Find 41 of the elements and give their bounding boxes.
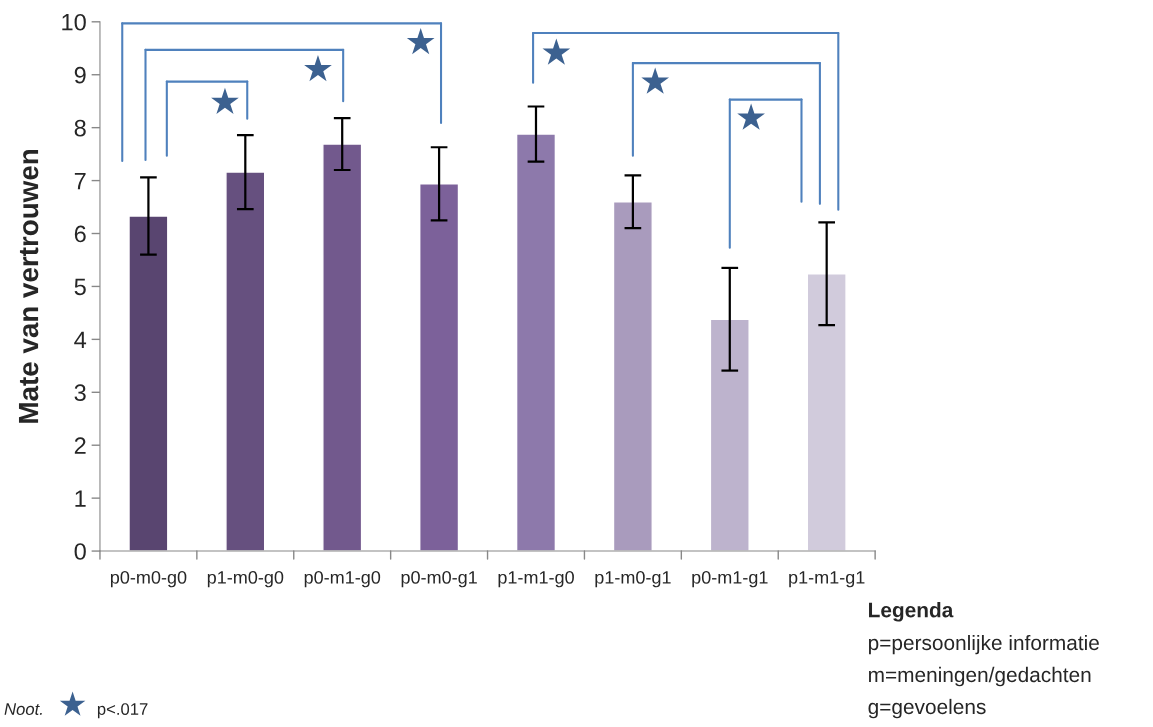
annotation: ★	[304, 54, 332, 82]
y-tick-label: 0	[74, 543, 86, 560]
y-tick-label: 7	[74, 172, 86, 190]
bar	[806, 273, 847, 552]
x-tick-label: p0-m1-g0	[304, 570, 381, 588]
text: m=meningen/gedachten	[869, 666, 1091, 687]
x-tick-label: p1-m1-g0	[498, 570, 574, 588]
y-axis-title: Mate van vertrouwen	[18, 149, 39, 423]
y-tick-label: 10	[62, 13, 86, 31]
x-tick-label: p0-m0-g0	[110, 570, 187, 588]
bar	[515, 133, 557, 552]
text: Noot.	[4, 703, 42, 715]
text: Legenda	[869, 602, 954, 622]
text: g=gevoelens	[868, 698, 986, 719]
bar	[128, 215, 169, 552]
y-tick-label: 8	[74, 119, 86, 137]
bar	[322, 143, 363, 552]
bar	[225, 171, 266, 552]
text: p=persoonlijke informatie	[868, 634, 1099, 655]
text: ★	[59, 691, 86, 716]
y-tick-label: 5	[74, 278, 86, 296]
y-tick-label: 2	[74, 437, 86, 454]
y-tick-label: 9	[74, 66, 86, 84]
annotation: ★	[406, 27, 435, 55]
x-tick-label: p1-m0-g0	[207, 570, 284, 588]
bar	[709, 318, 750, 552]
y-tick-label: 4	[74, 331, 87, 348]
annotation: ★	[641, 67, 670, 94]
bar	[612, 201, 653, 552]
y-tick-label: 6	[74, 225, 86, 243]
x-tick-label: p0-m1-g1	[692, 570, 768, 588]
x-tick-label: p1-m0-g1	[595, 570, 671, 588]
annotation: ★	[737, 103, 765, 130]
annotation: ★	[542, 38, 571, 65]
x-tick-label: p1-m1-g1	[789, 571, 865, 588]
y-tick-label: 3	[74, 384, 86, 402]
annotation: ★	[211, 87, 239, 114]
bar	[419, 183, 460, 552]
text: p<.017	[97, 703, 148, 719]
x-tick-label: p0-m0-g1	[401, 570, 477, 588]
y-tick-label: 1	[75, 490, 86, 507]
